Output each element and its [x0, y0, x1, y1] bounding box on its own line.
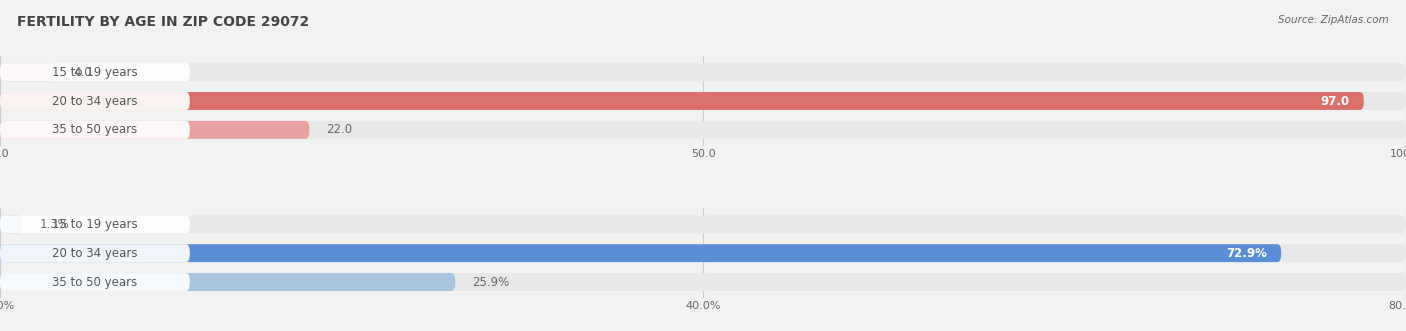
FancyBboxPatch shape	[0, 273, 1406, 291]
FancyBboxPatch shape	[0, 215, 190, 233]
Text: 72.9%: 72.9%	[1226, 247, 1267, 260]
FancyBboxPatch shape	[0, 63, 190, 81]
Text: 35 to 50 years: 35 to 50 years	[52, 275, 138, 289]
FancyBboxPatch shape	[0, 244, 1406, 262]
FancyBboxPatch shape	[0, 121, 1406, 139]
Text: FERTILITY BY AGE IN ZIP CODE 29072: FERTILITY BY AGE IN ZIP CODE 29072	[17, 15, 309, 29]
Text: 35 to 50 years: 35 to 50 years	[52, 123, 138, 136]
FancyBboxPatch shape	[0, 244, 1281, 262]
Text: 1.3%: 1.3%	[39, 218, 69, 231]
Text: 15 to 19 years: 15 to 19 years	[52, 66, 138, 79]
Text: 15 to 19 years: 15 to 19 years	[52, 218, 138, 231]
Text: 25.9%: 25.9%	[472, 275, 509, 289]
FancyBboxPatch shape	[0, 63, 1406, 81]
Text: 20 to 34 years: 20 to 34 years	[52, 247, 138, 260]
FancyBboxPatch shape	[0, 215, 1406, 233]
Text: 97.0: 97.0	[1320, 95, 1350, 108]
FancyBboxPatch shape	[0, 92, 1364, 110]
FancyBboxPatch shape	[0, 215, 22, 233]
FancyBboxPatch shape	[0, 92, 190, 110]
FancyBboxPatch shape	[0, 273, 190, 291]
FancyBboxPatch shape	[0, 244, 190, 262]
Text: 22.0: 22.0	[326, 123, 353, 136]
FancyBboxPatch shape	[0, 273, 456, 291]
FancyBboxPatch shape	[0, 121, 190, 139]
FancyBboxPatch shape	[0, 121, 309, 139]
Text: Source: ZipAtlas.com: Source: ZipAtlas.com	[1278, 15, 1389, 25]
Text: 4.0: 4.0	[73, 66, 91, 79]
FancyBboxPatch shape	[0, 63, 56, 81]
FancyBboxPatch shape	[0, 92, 1406, 110]
Text: 20 to 34 years: 20 to 34 years	[52, 95, 138, 108]
